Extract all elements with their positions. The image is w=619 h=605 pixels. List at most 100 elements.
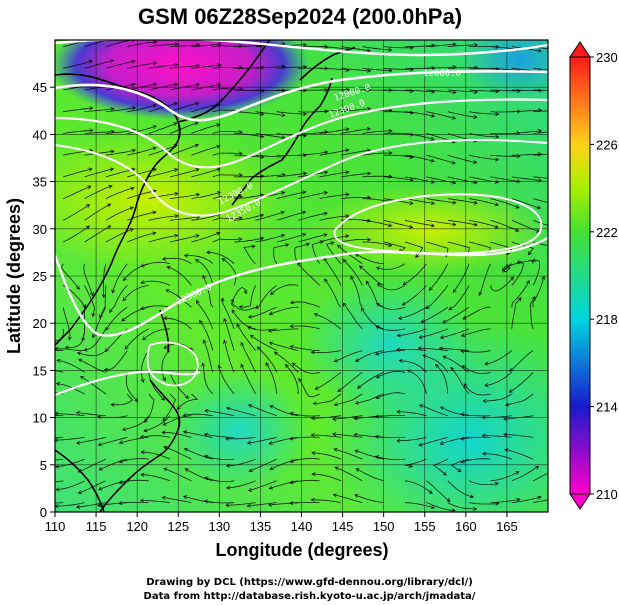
streamline bbox=[184, 448, 213, 460]
streamline bbox=[84, 203, 111, 221]
streamline-arrowhead bbox=[239, 44, 244, 49]
streamline bbox=[511, 280, 530, 308]
streamline-arrowhead bbox=[452, 42, 457, 47]
streamline bbox=[511, 153, 542, 156]
streamline-arrowhead bbox=[161, 256, 167, 261]
streamline bbox=[80, 376, 107, 395]
streamline-arrowhead bbox=[216, 123, 221, 128]
streamline-arrowhead bbox=[345, 192, 350, 197]
streamline-arrowhead bbox=[451, 160, 456, 165]
streamline-arrowhead bbox=[559, 48, 562, 51]
colorbar-tick-label: 214 bbox=[596, 400, 618, 415]
streamline-arrowhead bbox=[236, 323, 241, 328]
streamline bbox=[404, 198, 435, 204]
streamline-arrowhead bbox=[302, 210, 307, 215]
streamline bbox=[404, 154, 435, 162]
streamline-arrowhead bbox=[195, 101, 200, 106]
streamline bbox=[354, 494, 384, 503]
y-tick-label: 40 bbox=[33, 127, 47, 142]
streamline bbox=[340, 173, 371, 178]
streamline-arrowhead bbox=[202, 339, 207, 344]
streamline-arrowhead bbox=[289, 344, 294, 349]
streamline-arrowhead bbox=[89, 106, 94, 111]
streamline bbox=[340, 108, 371, 113]
streamline bbox=[240, 342, 256, 373]
streamline bbox=[206, 251, 235, 265]
streamline-arrowhead bbox=[375, 374, 380, 379]
streamline-arrowhead bbox=[104, 347, 109, 352]
streamline bbox=[162, 497, 192, 503]
streamline-arrowhead bbox=[88, 167, 93, 172]
streamline bbox=[354, 450, 384, 460]
streamline bbox=[204, 500, 235, 504]
streamline-arrowhead bbox=[223, 339, 227, 344]
chart-title: GSM 06Z28Sep2024 (200.0hPa) bbox=[138, 4, 462, 29]
streamline bbox=[340, 46, 371, 52]
streamline bbox=[231, 309, 256, 330]
streamline bbox=[376, 263, 406, 270]
streamline-arrowhead bbox=[310, 433, 315, 438]
streamline-arrowhead bbox=[502, 432, 508, 437]
streamline bbox=[63, 60, 93, 69]
streamline bbox=[84, 150, 115, 156]
streamline-arrowhead bbox=[537, 178, 543, 183]
streamline bbox=[62, 307, 71, 340]
streamline bbox=[383, 46, 414, 49]
streamline-arrowhead bbox=[354, 449, 359, 454]
streamline bbox=[326, 242, 342, 264]
plot-area: 12000.0 12000.0 12300.0 12300.0 12350.0 … bbox=[41, 40, 563, 512]
streamline bbox=[234, 44, 264, 47]
streamline-arrowhead bbox=[143, 418, 148, 423]
streamline-arrowhead bbox=[118, 500, 123, 506]
streamline bbox=[255, 211, 285, 221]
colorbar-tick-label: 218 bbox=[596, 312, 618, 327]
streamline-arrowhead bbox=[560, 152, 563, 155]
streamline bbox=[276, 191, 306, 199]
streamline-arrowhead bbox=[248, 404, 253, 408]
streamline-arrowhead bbox=[161, 495, 166, 500]
streamline-arrowhead bbox=[280, 233, 286, 238]
streamline-arrowhead bbox=[152, 82, 158, 87]
streamline bbox=[332, 415, 363, 420]
streamline bbox=[191, 145, 220, 156]
streamline bbox=[490, 198, 520, 209]
streamline-arrowhead bbox=[97, 503, 102, 508]
streamline-arrowhead bbox=[75, 504, 81, 509]
streamline bbox=[426, 89, 456, 93]
streamline bbox=[469, 502, 499, 505]
streamline bbox=[255, 65, 286, 69]
streamline bbox=[319, 149, 349, 156]
streamline-arrowhead bbox=[259, 236, 265, 241]
streamline-arrowhead bbox=[76, 351, 82, 356]
streamline-arrowhead bbox=[313, 313, 318, 317]
streamline-arrowhead bbox=[216, 144, 221, 149]
streamline bbox=[292, 362, 320, 374]
streamline bbox=[127, 62, 157, 69]
streamline-arrowhead bbox=[448, 306, 453, 311]
streamline-arrowhead bbox=[174, 191, 179, 196]
streamline bbox=[148, 64, 179, 69]
x-tick-label: 145 bbox=[332, 519, 354, 534]
streamline bbox=[55, 437, 85, 441]
streamline-arrowhead bbox=[336, 244, 342, 249]
streamline bbox=[375, 415, 406, 418]
streamline bbox=[533, 472, 548, 482]
streamline-arrowhead bbox=[41, 340, 44, 343]
streamline-arrowhead bbox=[365, 280, 370, 285]
streamline-arrowhead bbox=[152, 125, 157, 129]
streamline-arrowhead bbox=[324, 130, 329, 135]
streamline bbox=[461, 458, 491, 463]
streamline bbox=[55, 413, 85, 417]
streamline bbox=[55, 437, 64, 439]
x-tick-label: 160 bbox=[455, 519, 477, 534]
streamline bbox=[311, 415, 341, 419]
streamline bbox=[105, 228, 134, 243]
streamline-arrowhead bbox=[140, 280, 145, 285]
streamline-arrowhead bbox=[75, 285, 80, 290]
streamline-arrowhead bbox=[85, 204, 91, 208]
streamline bbox=[404, 480, 433, 494]
streamline-arrowhead bbox=[246, 440, 252, 445]
streamline-arrowhead bbox=[196, 299, 200, 305]
streamline-arrowhead bbox=[442, 471, 447, 476]
streamline bbox=[169, 122, 199, 134]
